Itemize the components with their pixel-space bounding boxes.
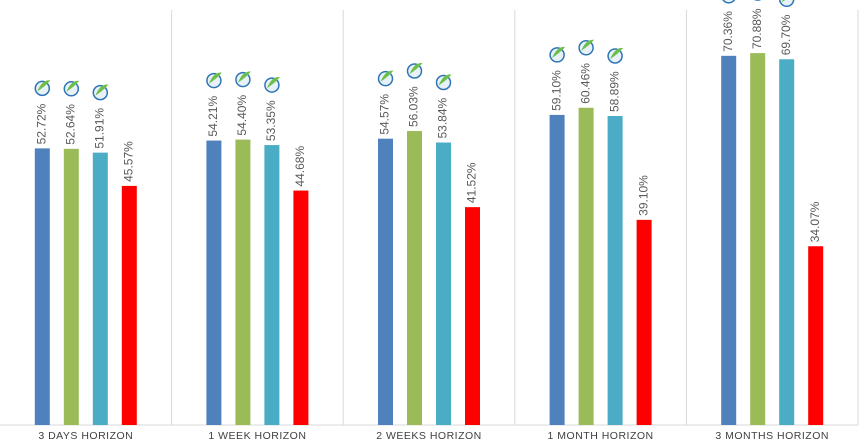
bar [607, 116, 623, 425]
value-label: 52.72% [34, 103, 48, 144]
value-label: 54.57% [378, 94, 392, 135]
value-label: 53.35% [264, 100, 278, 141]
bar [436, 142, 451, 426]
x-tick-label: 1 WEEK HORIZON [208, 430, 306, 440]
logo-icon [92, 84, 109, 101]
logo-icon [549, 46, 566, 63]
x-tick-label: 2 WEEKS HORIZON [376, 430, 482, 440]
logo-leaf [380, 70, 394, 82]
logo-leaf [237, 71, 251, 83]
logo-icon [34, 80, 51, 97]
logo-circle [722, 0, 736, 4]
bar [750, 53, 766, 426]
bar [121, 185, 137, 425]
bar [235, 139, 251, 425]
value-label: 52.64% [63, 104, 77, 145]
logo-icon [206, 72, 222, 89]
logo-icon [778, 0, 795, 8]
logo-icon [722, 0, 736, 4]
logo-icon [63, 80, 80, 97]
value-label: 54.40% [235, 95, 249, 136]
value-label: 44.68% [293, 146, 307, 187]
value-label: 70.88% [750, 8, 764, 49]
logo-leaf [95, 84, 109, 96]
logo-leaf [781, 0, 786, 3]
value-label: 59.10% [549, 70, 563, 111]
logo-leaf [610, 47, 624, 60]
bar [378, 138, 393, 426]
bar [721, 55, 737, 426]
value-label: 60.46% [578, 63, 592, 104]
value-label: 51.91% [92, 108, 106, 149]
logo-leaf [66, 80, 80, 92]
x-tick-label: 3 MONTHS HORIZON [715, 430, 829, 440]
value-label: 56.03% [407, 86, 421, 127]
logo-icon [235, 71, 251, 88]
bar [578, 107, 594, 425]
logo-icon [435, 74, 452, 91]
bar [808, 246, 824, 425]
value-label: 45.57% [121, 141, 135, 182]
logo-icon [578, 39, 595, 56]
logo-icon [377, 70, 394, 87]
logo-icon [406, 62, 423, 79]
bar [549, 114, 565, 425]
value-label: 34.07% [808, 201, 822, 242]
x-tick-label: 1 MONTH HORIZON [548, 430, 654, 440]
logo-icon [607, 47, 624, 64]
value-label: 70.36% [721, 11, 735, 52]
value-label: 54.21% [206, 96, 220, 137]
logo-leaf [208, 72, 222, 84]
value-label: 69.70% [779, 14, 793, 55]
bar [206, 140, 222, 425]
x-tick-label: 3 DAYS HORIZON [38, 430, 133, 440]
bar [465, 207, 480, 425]
bar [293, 190, 309, 425]
logo-leaf [552, 46, 566, 58]
value-label: 58.89% [607, 71, 621, 112]
bar [407, 131, 422, 425]
logo-leaf [438, 74, 452, 86]
logo-leaf [266, 77, 280, 89]
logo-circle [778, 0, 795, 8]
bar [34, 148, 50, 425]
logo-leaf [409, 62, 423, 75]
logo-icon [264, 77, 280, 93]
bar [264, 145, 280, 426]
value-label: 41.52% [465, 162, 479, 203]
value-label: 53.84% [436, 97, 450, 138]
bar [63, 148, 79, 425]
bar [636, 219, 652, 425]
bar [92, 152, 108, 425]
bar [779, 59, 795, 425]
logo-leaf [581, 39, 595, 51]
logo-leaf [37, 80, 51, 92]
value-label: 39.10% [636, 175, 650, 216]
